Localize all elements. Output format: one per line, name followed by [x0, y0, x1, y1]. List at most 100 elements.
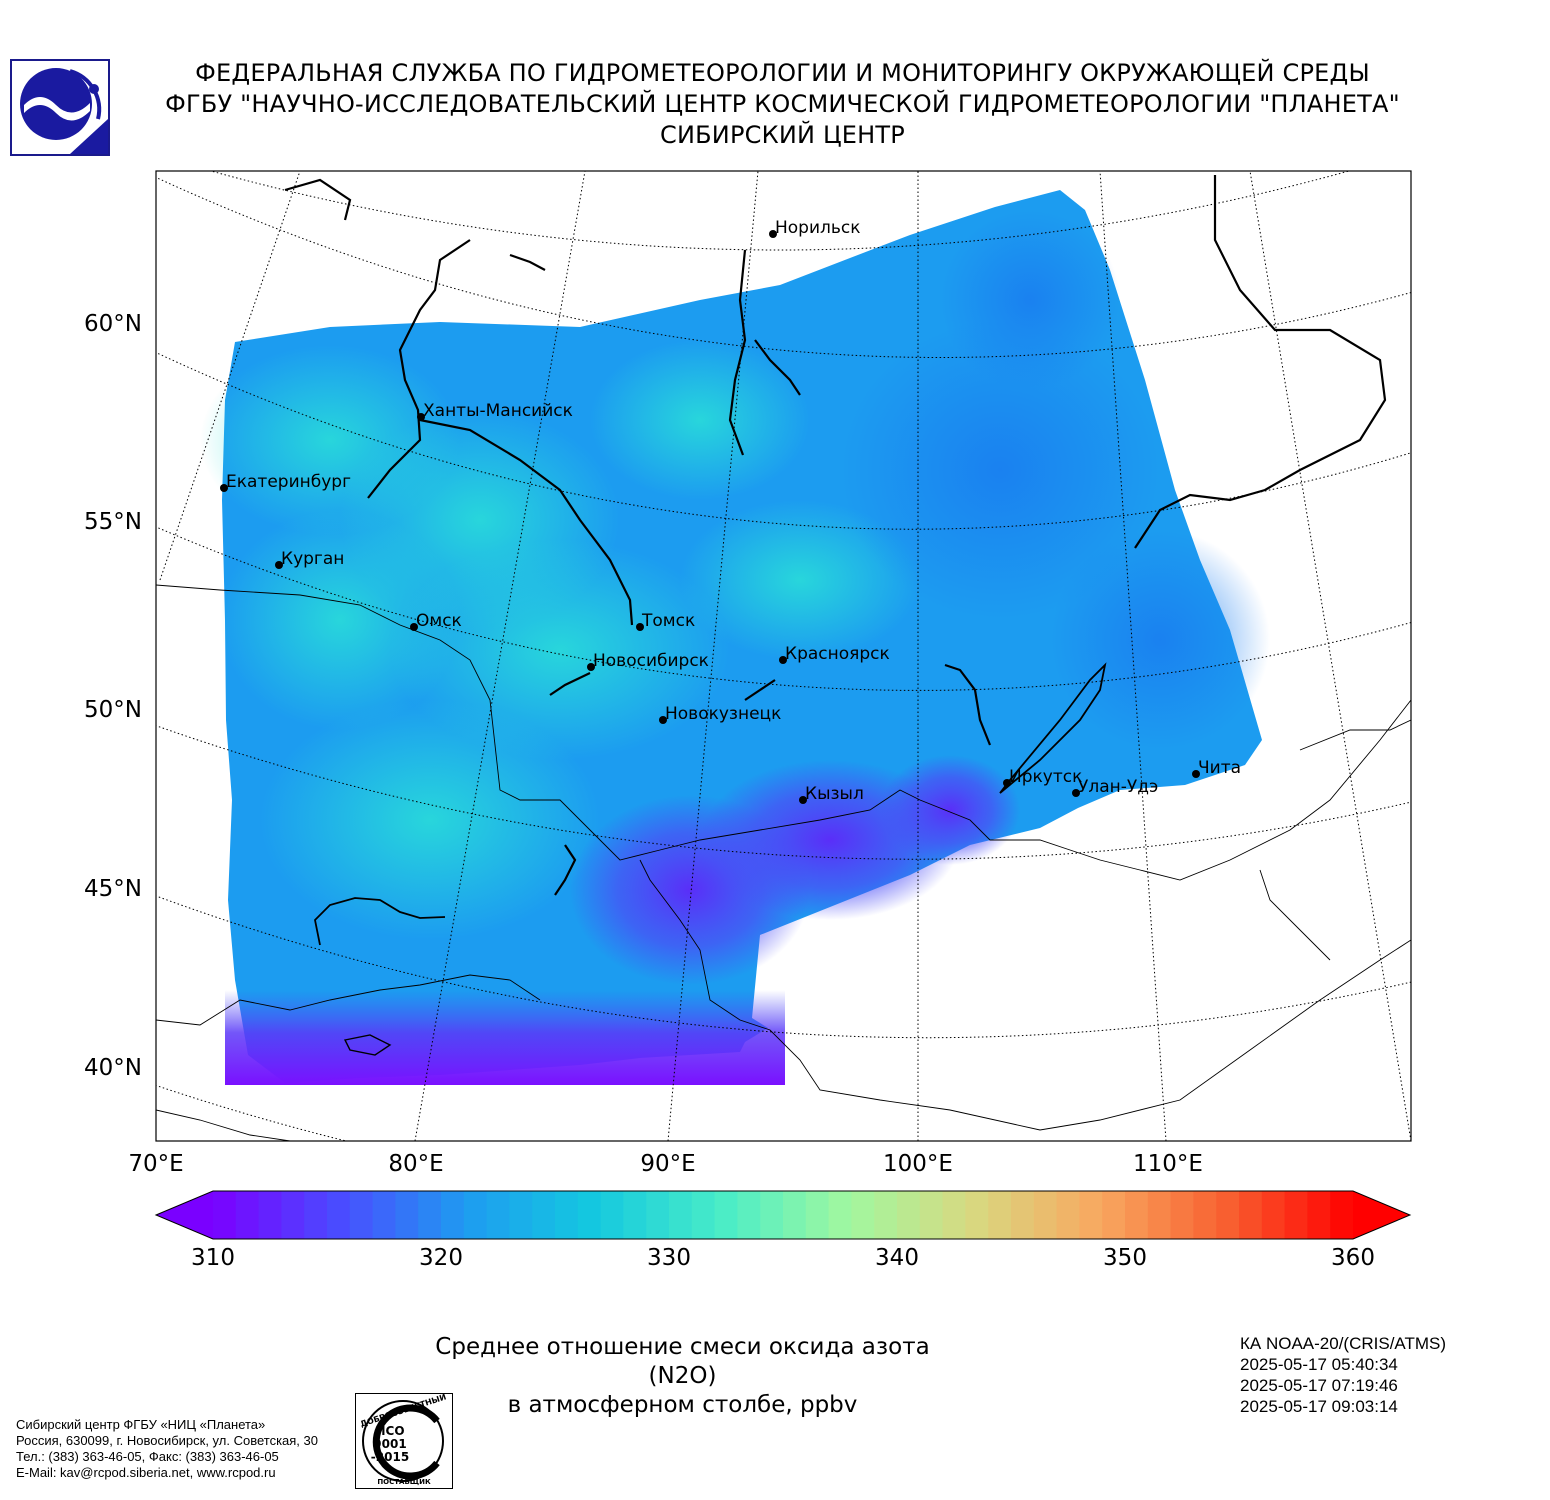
colorbar-segment: [783, 1191, 807, 1239]
colorbar-segment: [851, 1191, 875, 1239]
city-label: Улан-Удэ: [1078, 777, 1158, 797]
colorbar-segment: [646, 1191, 670, 1239]
lon-tick-label: 110°E: [1133, 1151, 1203, 1177]
colorbar-segment: [486, 1191, 510, 1239]
city-marker: [769, 230, 777, 238]
colorbar-segment: [349, 1191, 374, 1239]
colorbar-outline: [154, 1190, 1412, 1240]
satellite-time-3: 2025-05-17 09:03:14: [1240, 1397, 1398, 1416]
city-label: Екатеринбург: [226, 472, 351, 492]
colorbar-min-extend: [156, 1191, 213, 1239]
city-marker: [1003, 779, 1011, 787]
city-marker: [1192, 770, 1200, 778]
city-marker: [417, 413, 425, 421]
colorbar-segment: [942, 1191, 966, 1239]
colorbar-tick-label: 320: [419, 1245, 463, 1271]
city-label: Красноярск: [785, 644, 890, 664]
city-marker: [779, 656, 787, 664]
colorbar-segment: [1033, 1191, 1058, 1239]
graticule: [156, 171, 1411, 1141]
lat-tick-label: 40°N: [84, 1055, 142, 1081]
city-label: Норильск: [775, 218, 861, 238]
colorbar-segment: [1216, 1191, 1240, 1239]
city-marker: [1072, 789, 1080, 797]
colorbar-segment: [1284, 1191, 1308, 1239]
lon-tick-label: 100°E: [883, 1151, 953, 1177]
header-line-3: СИБИРСКИЙ ЦЕНТР: [660, 121, 905, 149]
colorbar-tick-label: 350: [1103, 1245, 1147, 1271]
header-line-1: ФЕДЕРАЛЬНАЯ СЛУЖБА ПО ГИДРОМЕТЕОРОЛОГИИ …: [195, 59, 1370, 87]
colorbar-segment: [327, 1191, 351, 1239]
city-marker: [410, 623, 418, 631]
colorbar-segment: [623, 1191, 647, 1239]
city-marker: [275, 561, 283, 569]
satellite-time-1: 2025-05-17 05:40:34: [1240, 1355, 1398, 1374]
colorbar-segment: [213, 1191, 237, 1239]
lon-tick-label: 90°E: [640, 1151, 696, 1177]
colorbar-segment: [919, 1191, 944, 1239]
lat-tick-label: 60°N: [84, 311, 142, 337]
city-label: Иркутск: [1009, 767, 1082, 787]
city-label: Новосибирск: [593, 651, 709, 671]
colorbar-segment: [1147, 1191, 1172, 1239]
colorbar-segment: [897, 1191, 921, 1239]
chart-title: Среднее отношение смеси оксида азота (N2…: [400, 1333, 965, 1420]
city-marker: [659, 716, 667, 724]
city-label: Омск: [416, 611, 462, 631]
iso-badge-code3: -2015: [371, 1450, 409, 1464]
colorbar: [154, 1190, 1412, 1240]
colorbar-segment: [304, 1191, 328, 1239]
lon-tick-label: 70°E: [128, 1151, 184, 1177]
lon-tick-label: 80°E: [388, 1151, 444, 1177]
chart-title-line-1: Среднее отношение смеси оксида азота (N2…: [435, 1334, 930, 1389]
colorbar-segment: [965, 1191, 989, 1239]
city-marker: [220, 484, 228, 492]
city-label: Томск: [641, 611, 695, 631]
colorbar-segment: [737, 1191, 761, 1239]
header: ФЕДЕРАЛЬНАЯ СЛУЖБА ПО ГИДРОМЕТЕОРОЛОГИИ …: [120, 58, 1445, 151]
colorbar-tick-label: 310: [191, 1245, 235, 1271]
colorbar-segment: [669, 1191, 693, 1239]
footer-line-3: Тел.: (383) 363-46-05, Факс: (383) 363-4…: [16, 1449, 279, 1464]
colorbar-segment: [805, 1191, 830, 1239]
colorbar-segment: [760, 1191, 784, 1239]
colorbar-tick-label: 330: [647, 1245, 691, 1271]
colorbar-segment: [1330, 1191, 1354, 1239]
colorbar-segment: [555, 1191, 579, 1239]
city-marker: [587, 663, 595, 671]
colorbar-segment: [1011, 1191, 1035, 1239]
satellite-info: КА NOAA-20/(CRIS/ATMS) 2025-05-17 05:40:…: [1240, 1333, 1446, 1417]
lat-tick-label: 45°N: [84, 876, 142, 902]
colorbar-segment: [600, 1191, 624, 1239]
colorbar-segment: [988, 1191, 1012, 1239]
colorbar-segment: [1102, 1191, 1126, 1239]
colorbar-segment: [691, 1191, 716, 1239]
colorbar-segment: [1239, 1191, 1263, 1239]
iso-badge-icon: ДОБРОСОВЕСТНЫЙ ИСО 9001 -2015 ПОСТАВЩИК: [355, 1393, 453, 1489]
colorbar-segment: [714, 1191, 738, 1239]
colorbar-max-extend: [1353, 1191, 1410, 1239]
footer-line-1: Сибирский центр ФГБУ «НИЦ «Планета»: [16, 1417, 266, 1432]
colorbar-segment: [1261, 1191, 1286, 1239]
colorbar-segment: [1079, 1191, 1103, 1239]
colorbar-segment: [1170, 1191, 1194, 1239]
header-line-2: ФГБУ "НАУЧНО-ИССЛЕДОВАТЕЛЬСКИЙ ЦЕНТР КОС…: [165, 90, 1400, 118]
lat-tick-label: 50°N: [84, 697, 142, 723]
city-layer: Норильск Ханты-Мансийск Екатеринбург Курган…: [220, 218, 1241, 804]
footer-contacts: Сибирский центр ФГБУ «НИЦ «Планета» Росс…: [16, 1417, 318, 1481]
city-marker: [636, 623, 644, 631]
rivers-lakes: [284, 175, 1387, 1056]
colorbar-segment: [463, 1191, 488, 1239]
city-label: Ханты-Мансийск: [423, 401, 573, 421]
colorbar-segment: [577, 1191, 602, 1239]
lat-tick-label: 55°N: [84, 509, 142, 535]
satellite-time-2: 2025-05-17 07:19:46: [1240, 1376, 1398, 1395]
country-borders: [156, 584, 1411, 1141]
colorbar-segment: [418, 1191, 442, 1239]
iso-badge-bottom: ПОСТАВЩИК: [377, 1478, 431, 1486]
city-label: Новокузнецк: [665, 704, 781, 724]
iso-badge-code1: ИСО: [375, 1424, 404, 1438]
colorbar-segment: [874, 1191, 898, 1239]
colorbar-segment: [1193, 1191, 1217, 1239]
